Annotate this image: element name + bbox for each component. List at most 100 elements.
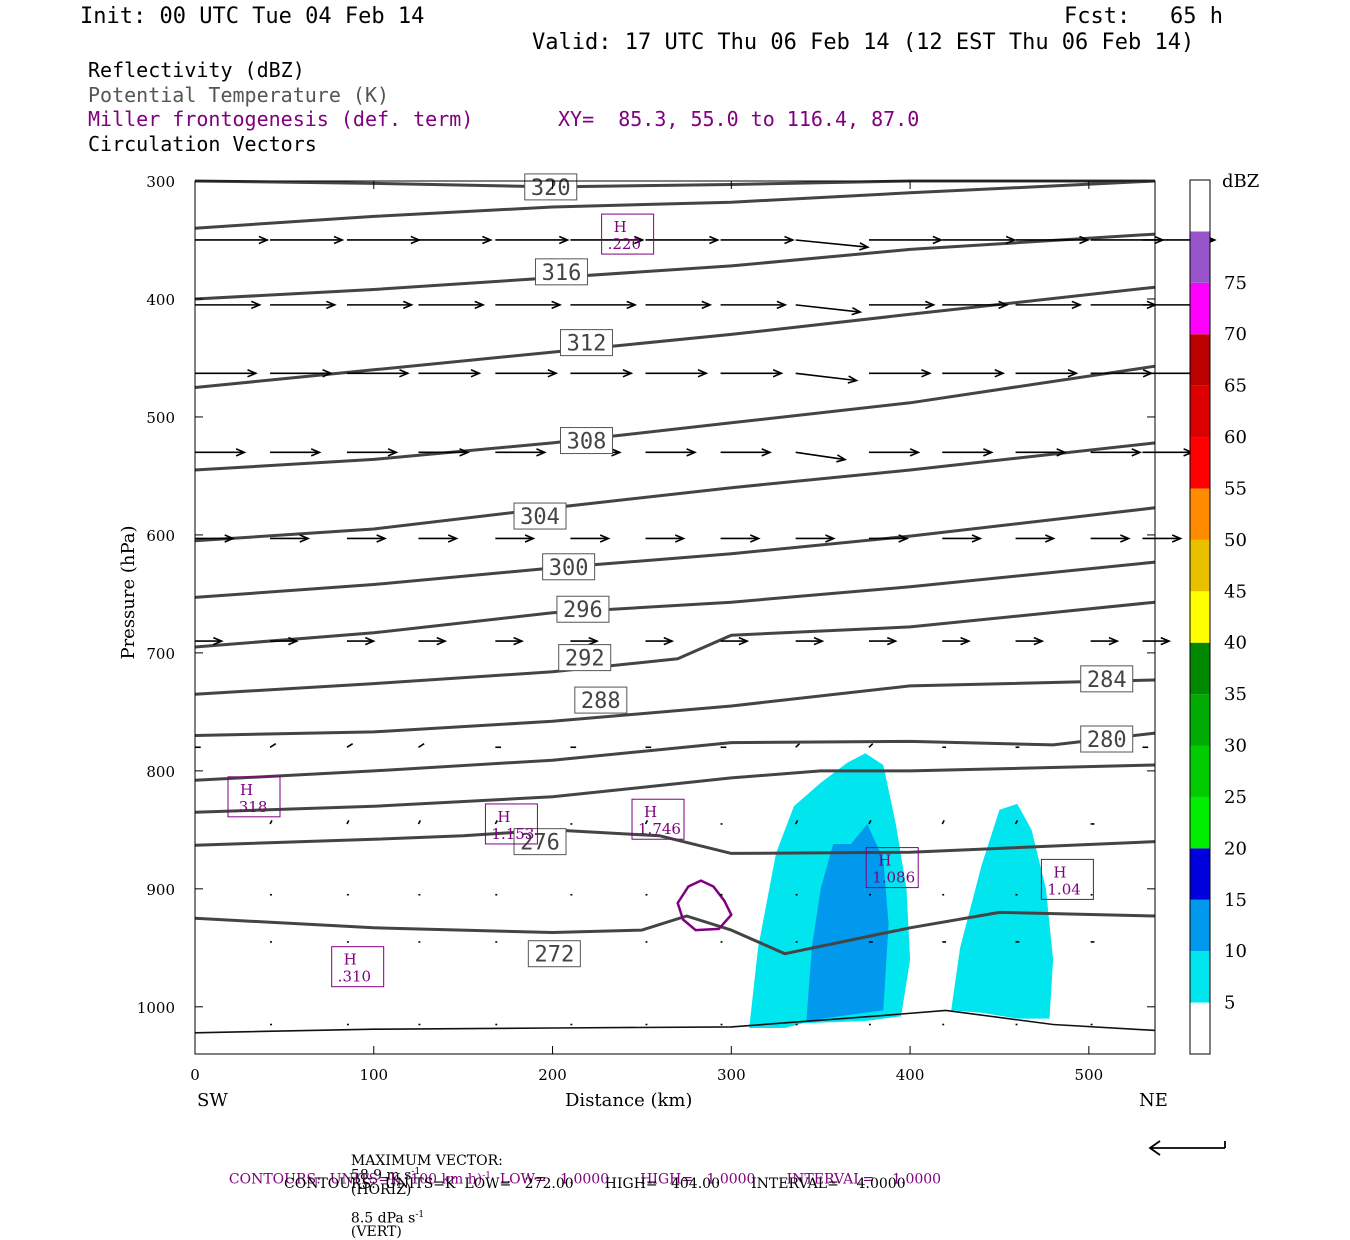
circulation-vector [942, 636, 971, 646]
x-tick-label: 200 [538, 1066, 567, 1084]
reference-vector-head [1148, 1140, 1161, 1156]
theta-label-text: 272 [534, 943, 574, 968]
vector-head [524, 534, 536, 543]
vector-shaft [794, 819, 799, 825]
fronto-max-1.04: H1.04 [1040, 858, 1094, 900]
circulation-vector [868, 300, 936, 310]
colorbar-swatch [1190, 488, 1210, 540]
circulation-vector [795, 743, 801, 748]
field-reflectivity: Reflectivity (dBZ) [88, 58, 305, 82]
vector-shaft [941, 819, 945, 825]
vector-head [599, 534, 611, 543]
y-tick-label: 300 [146, 173, 175, 191]
ne-end-label: NE [1139, 1090, 1168, 1111]
fronto-max-value: 1.153 [491, 825, 534, 843]
fronto-max-value: 1.746 [638, 820, 681, 838]
circulation-vector [195, 636, 224, 646]
theta-label-box [556, 595, 610, 623]
theta-label-box [560, 427, 614, 455]
circulation-vector [346, 300, 414, 310]
vector-shaft [795, 304, 861, 313]
circulation-vector [795, 451, 848, 463]
field-theta: Potential Temperature (K) [88, 83, 390, 107]
theta-label-280: 280 [1080, 725, 1134, 753]
y-tick-label: 500 [146, 409, 175, 427]
circulation-vector [570, 369, 634, 378]
colorbar-label: 20 [1224, 838, 1247, 859]
vector-layer [195, 235, 1217, 1026]
circulation-vector [418, 235, 493, 245]
vector-head [772, 369, 784, 378]
vector-shaft [868, 743, 874, 748]
vector-shaft [795, 451, 846, 461]
max-vector-label: MAXIMUM VECTOR: [350, 1153, 503, 1169]
circulation-vector [495, 448, 547, 457]
colorbar-swatch [1190, 642, 1210, 695]
vector-head [459, 448, 470, 457]
theta-contour-304 [194, 364, 1156, 472]
circulation-vector [270, 369, 333, 378]
circulation-vector [1090, 448, 1143, 457]
vector-head [1160, 636, 1172, 646]
fronto-max-box [227, 776, 281, 818]
vector-head [1067, 369, 1079, 378]
fronto-contour-range: LOW= 1.0000 HIGH= 1.0000 INTERVAL= 1.000… [490, 1171, 942, 1188]
fronto-max-h: H [240, 781, 253, 799]
vector-head [536, 448, 547, 457]
vector-head [898, 534, 910, 543]
colorbar-swatch [1190, 539, 1210, 592]
colorbar-swatch [1190, 282, 1210, 335]
fronto-max-box [331, 946, 385, 988]
colorbar-label: 65 [1224, 376, 1247, 397]
colorbar-label: 75 [1224, 273, 1247, 294]
circulation-vector [1015, 235, 1090, 245]
y-tick-label: 700 [146, 645, 175, 663]
theta-label-284: 284 [1080, 665, 1134, 693]
circulation-vector [270, 300, 337, 310]
theta-contour-312 [194, 232, 1156, 301]
fronto-max-value: .220 [608, 235, 641, 253]
circulation-vector [346, 819, 350, 825]
y-tick-label: 400 [146, 291, 175, 309]
vector-head [558, 235, 570, 245]
theta-label-box [1080, 665, 1134, 693]
circulation-vector [645, 235, 720, 245]
theta-label-296: 296 [556, 595, 610, 623]
max-vector-horiz: 58.9 m s [350, 1167, 412, 1184]
x-tick-label: 100 [359, 1066, 388, 1084]
x-tick-label: 500 [1075, 1066, 1104, 1084]
theta-label-box [542, 553, 596, 581]
fronto-max-box [631, 798, 685, 840]
colorbar-swatch [1190, 231, 1210, 283]
colorbar-swatch [1190, 437, 1210, 489]
circulation-vector [868, 235, 944, 245]
colorbar-swatch [1190, 796, 1210, 849]
cross-section-endpoints: XY= 85.3, 55.0 to 116.4, 87.0 [558, 107, 920, 131]
circulation-vector [346, 636, 376, 646]
colorbar-swatch [1190, 951, 1210, 1003]
vector-head [436, 636, 448, 646]
theta-contour-292 [194, 560, 1156, 649]
colorbar-swatch [1190, 180, 1210, 232]
circulation-vector [720, 369, 784, 378]
frontogenesis-layer [676, 879, 733, 932]
vector-head [1079, 235, 1090, 245]
init-time: Init: 00 UTC Tue 04 Feb 14 [80, 4, 425, 29]
theta-label-box [558, 644, 612, 672]
circulation-vector [720, 235, 795, 245]
colorbar-swatch [1190, 694, 1210, 746]
exponent: -1 [482, 1171, 491, 1181]
colorbar-label: 45 [1224, 581, 1247, 602]
circulation-vector [1015, 534, 1056, 543]
circulation-vector [270, 534, 311, 543]
vector-head [836, 454, 848, 463]
theta-contour-info: CONTOURS: UNITS=K LOW= 272.00 HIGH= 404.… [284, 1176, 906, 1192]
vector-head [784, 235, 795, 245]
theta-label-text: 316 [542, 261, 582, 286]
vector-head [738, 636, 750, 646]
vector-head [697, 369, 709, 378]
vector-head [513, 636, 524, 646]
vector-head [258, 235, 270, 245]
circulation-vector [795, 304, 863, 316]
circulation-vector [570, 300, 638, 310]
